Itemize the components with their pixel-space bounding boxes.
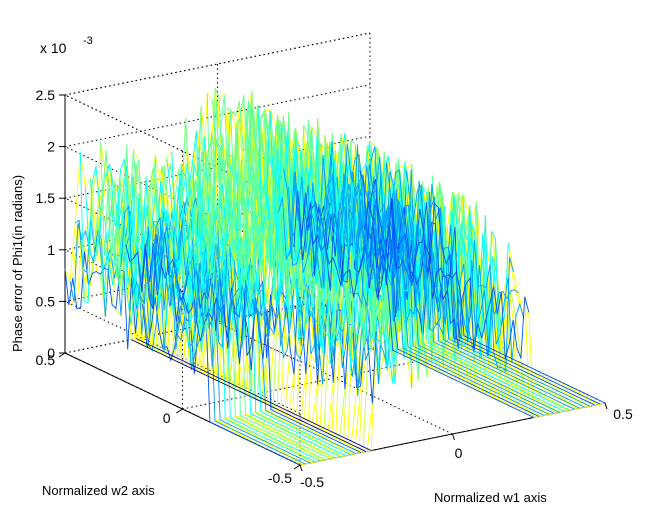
- tick-layer: 00.511.522.50.50-0.5 -0.500.5: [36, 87, 633, 490]
- y-axis-label: Normalized w2 axis: [42, 483, 155, 498]
- x-tick-mark: [452, 433, 455, 441]
- y-tick-mark: [58, 352, 66, 358]
- surface-mesh-line-x: [262, 146, 499, 354]
- surface-mesh-line-x: [140, 232, 377, 404]
- x-tick-mark: [604, 402, 608, 410]
- x-tick-label: 0: [455, 445, 463, 461]
- y-tick-mark: [293, 464, 301, 470]
- y-tick-mark: [176, 408, 183, 414]
- grid-line-leftwall-z: [64, 300, 301, 414]
- surface-mesh-line-x: [303, 201, 540, 417]
- x-axis-label: Normalized w1 axis: [434, 490, 547, 505]
- z-multiplier-label: x 10: [40, 40, 67, 56]
- z-tick-label: 2: [47, 139, 55, 155]
- surface-mesh-line-x: [237, 105, 474, 351]
- surface-mesh-line-x: [344, 156, 580, 409]
- z-multiplier-exponent: -3: [83, 35, 93, 47]
- surface-mesh-line-x: [323, 141, 560, 413]
- surface-mesh-line-x: [130, 339, 367, 453]
- surface-mesh-line-x: [339, 143, 575, 410]
- x-tick-label: 0.5: [613, 406, 633, 422]
- box-top-edge: [64, 94, 301, 208]
- z-tick-label: 2.5: [36, 87, 56, 103]
- surface-mesh-line-x: [354, 165, 590, 407]
- x-tick-label: -0.5: [300, 474, 324, 490]
- surface-mesh-line-x: [69, 222, 306, 465]
- surface-mesh-line-x: [136, 338, 372, 451]
- z-axis-label: Phase error of Phi1(in radians): [10, 175, 25, 352]
- z-tick-label: 0.5: [36, 293, 56, 309]
- y-tick-label: -0.5: [268, 470, 292, 486]
- surface-mesh-line-x: [278, 172, 514, 373]
- z-tick-label: 1.5: [36, 190, 56, 206]
- y-tick-label: 0: [163, 410, 171, 426]
- surface-mesh-line-x: [359, 170, 595, 406]
- surface-layer: [64, 87, 606, 466]
- z-tick-label: 1: [47, 242, 55, 258]
- x-tick-mark: [299, 464, 303, 472]
- surface-mesh-line-x: [156, 197, 392, 377]
- y-tick-label: 0.5: [36, 352, 56, 368]
- surface-mesh-line-x: [74, 210, 311, 464]
- grid-line-floor-x: [369, 290, 606, 404]
- surface-mesh-line-x: [364, 198, 601, 405]
- z-tick-label: 0: [47, 345, 55, 361]
- surface-mesh-line-x: [318, 154, 555, 414]
- surface-mesh-line-x: [257, 105, 494, 359]
- surface-mesh-line-x: [313, 172, 550, 415]
- surface-mesh-line-x: [369, 204, 606, 404]
- surface-mesh-line-x: [293, 190, 530, 360]
- surface-mesh-line-x: [120, 204, 357, 455]
- surface-mesh-line-x: [145, 224, 382, 396]
